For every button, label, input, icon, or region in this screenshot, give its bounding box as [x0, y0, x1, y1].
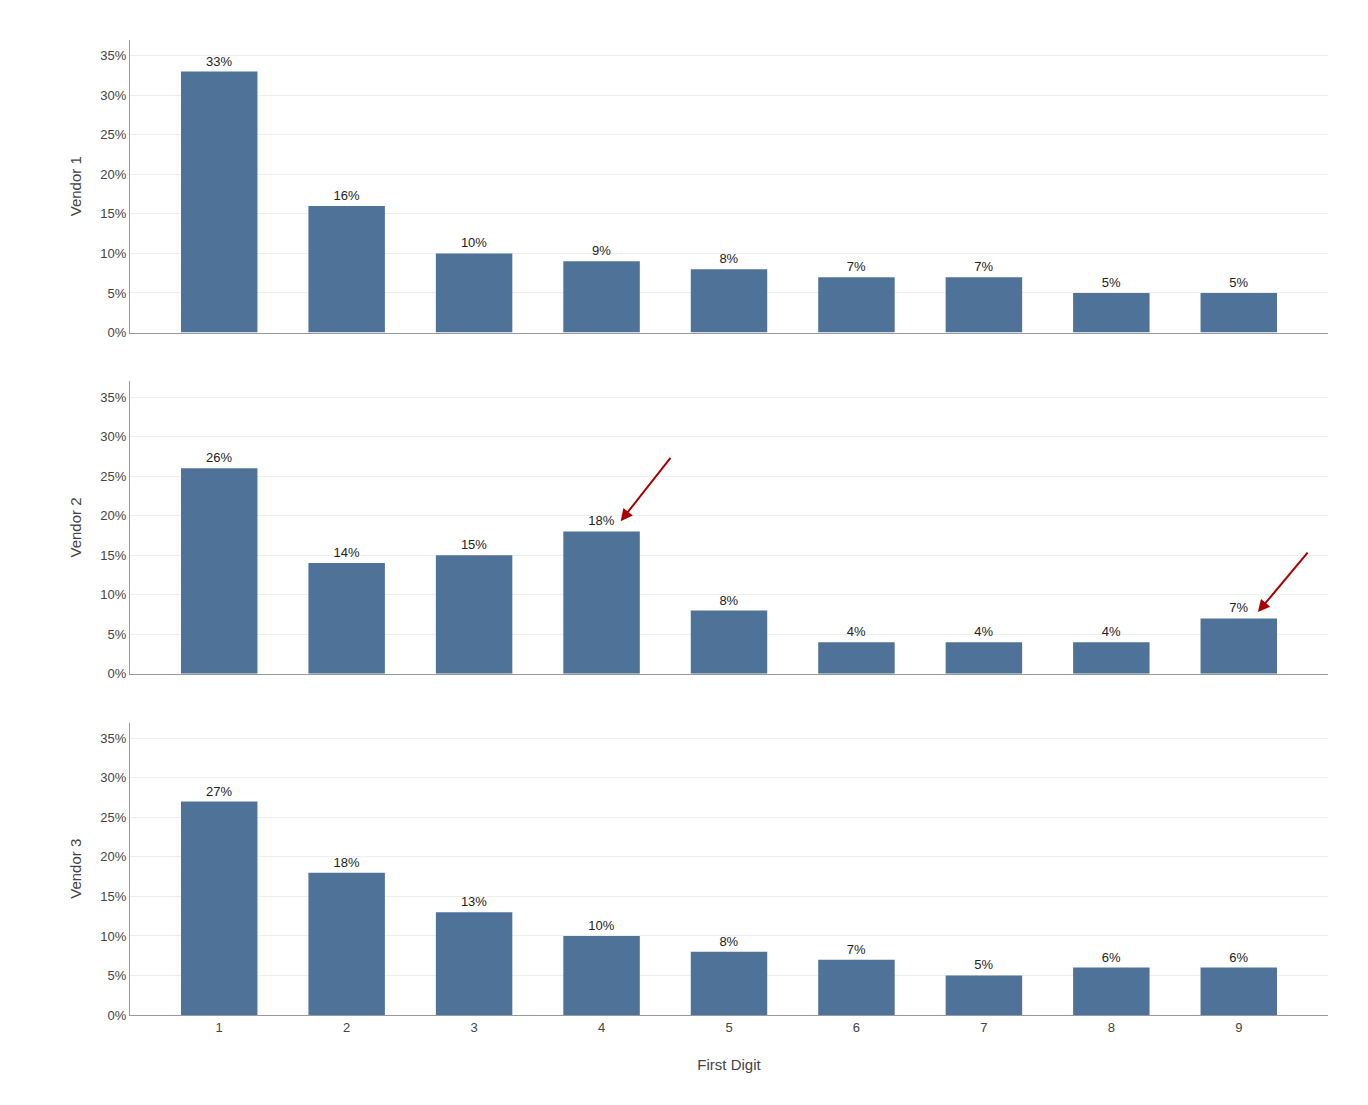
- svg-text:0%: 0%: [108, 325, 127, 340]
- svg-text:9%: 9%: [592, 243, 611, 258]
- svg-text:4%: 4%: [1102, 624, 1121, 639]
- svg-text:14%: 14%: [333, 545, 359, 560]
- svg-text:20%: 20%: [100, 849, 126, 864]
- svg-text:7%: 7%: [847, 259, 866, 274]
- svg-text:13%: 13%: [461, 894, 487, 909]
- svg-text:5: 5: [725, 1020, 732, 1035]
- svg-text:15%: 15%: [100, 206, 126, 221]
- svg-text:5%: 5%: [1102, 275, 1121, 290]
- svg-text:5%: 5%: [108, 286, 127, 301]
- svg-text:18%: 18%: [588, 513, 614, 528]
- svg-text:10%: 10%: [100, 587, 126, 602]
- svg-text:30%: 30%: [100, 88, 126, 103]
- svg-text:First Digit: First Digit: [697, 1056, 761, 1073]
- svg-text:15%: 15%: [100, 548, 126, 563]
- svg-text:33%: 33%: [206, 54, 232, 69]
- svg-text:5%: 5%: [108, 627, 127, 642]
- svg-text:4%: 4%: [847, 624, 866, 639]
- svg-text:3: 3: [470, 1020, 477, 1035]
- svg-text:4: 4: [598, 1020, 605, 1035]
- svg-text:35%: 35%: [100, 48, 126, 63]
- svg-text:8%: 8%: [719, 593, 738, 608]
- svg-text:10%: 10%: [588, 918, 614, 933]
- svg-text:25%: 25%: [100, 127, 126, 142]
- svg-text:25%: 25%: [100, 810, 126, 825]
- svg-text:26%: 26%: [206, 450, 232, 465]
- svg-text:10%: 10%: [100, 929, 126, 944]
- svg-text:35%: 35%: [100, 731, 126, 746]
- svg-text:2: 2: [343, 1020, 350, 1035]
- svg-text:7%: 7%: [974, 259, 993, 274]
- svg-text:6%: 6%: [1102, 950, 1121, 965]
- svg-text:4%: 4%: [974, 624, 993, 639]
- svg-text:Vendor 2: Vendor 2: [67, 497, 84, 557]
- svg-text:Vendor 3: Vendor 3: [67, 839, 84, 899]
- svg-text:8%: 8%: [719, 251, 738, 266]
- svg-text:5%: 5%: [1229, 275, 1248, 290]
- svg-text:0%: 0%: [108, 1008, 127, 1023]
- svg-text:1: 1: [216, 1020, 223, 1035]
- svg-text:7: 7: [980, 1020, 987, 1035]
- svg-text:10%: 10%: [100, 246, 126, 261]
- svg-text:Vendor 1: Vendor 1: [67, 156, 84, 216]
- svg-text:18%: 18%: [333, 855, 359, 870]
- svg-text:20%: 20%: [100, 167, 126, 182]
- svg-text:10%: 10%: [461, 235, 487, 250]
- svg-text:25%: 25%: [100, 469, 126, 484]
- svg-text:7%: 7%: [847, 942, 866, 957]
- svg-text:6: 6: [853, 1020, 860, 1035]
- svg-text:16%: 16%: [333, 188, 359, 203]
- svg-text:15%: 15%: [100, 889, 126, 904]
- svg-text:27%: 27%: [206, 784, 232, 799]
- svg-text:9: 9: [1235, 1020, 1242, 1035]
- svg-text:5%: 5%: [108, 968, 127, 983]
- svg-text:8: 8: [1108, 1020, 1115, 1035]
- svg-text:30%: 30%: [100, 770, 126, 785]
- svg-text:8%: 8%: [719, 934, 738, 949]
- svg-text:5%: 5%: [974, 957, 993, 972]
- svg-text:20%: 20%: [100, 508, 126, 523]
- svg-text:35%: 35%: [100, 390, 126, 405]
- svg-text:15%: 15%: [461, 537, 487, 552]
- svg-text:6%: 6%: [1229, 950, 1248, 965]
- svg-text:7%: 7%: [1229, 600, 1248, 615]
- svg-text:30%: 30%: [100, 429, 126, 444]
- svg-text:0%: 0%: [108, 666, 127, 681]
